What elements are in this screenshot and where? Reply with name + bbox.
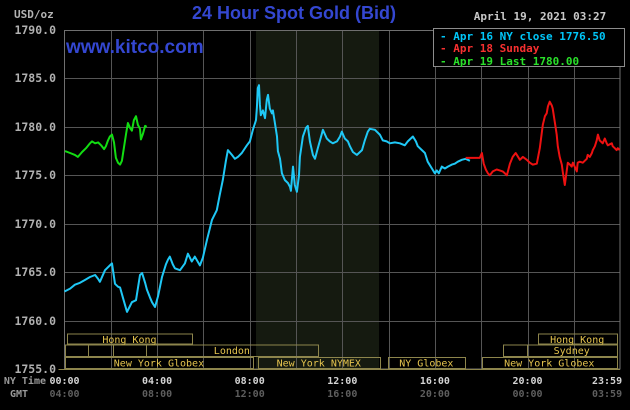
gmt-tick-label: 08:00: [142, 389, 173, 400]
session-label: NY Globex: [399, 359, 453, 370]
session-box: [88, 344, 114, 357]
y-tick-label: 1790.0: [14, 23, 56, 37]
y-tick-label: 1765.0: [14, 265, 56, 280]
gridlines: [64, 30, 621, 369]
session-box: Hong Kong: [67, 333, 193, 346]
price-line-apr19: [64, 115, 148, 166]
ny-tick-label: 23:59: [591, 376, 623, 387]
nymex-session-band: [255, 31, 379, 369]
gmt-tick-label: 20:00: [419, 389, 450, 400]
y-tick-label: 1770.0: [14, 216, 56, 231]
chart-timestamp: April 19, 2021 03:27: [473, 10, 607, 23]
y-tick-label: 1755.0: [14, 361, 56, 376]
y-tick-label: 1780.0: [14, 119, 56, 134]
price-line-apr16: [64, 84, 471, 313]
session-label: New York Globex: [504, 359, 594, 370]
y-axis-units-label: USD/oz: [14, 8, 54, 21]
gmt-tick-label: 16:00: [327, 389, 358, 400]
page-title: 24 Hour Spot Gold (Bid): [192, 3, 396, 23]
y-tick-label: 1785.0: [14, 71, 56, 86]
ny-tick-label: 00:00: [49, 376, 80, 387]
session-label: London: [214, 346, 250, 357]
session-box: Hong Kong: [538, 333, 618, 346]
legend-item: - Apr 18 Sunday: [440, 42, 540, 56]
session-label: Hong Kong: [550, 335, 604, 346]
ny-tick-label: 16:00: [419, 376, 450, 387]
session-label: New York Globex: [114, 359, 204, 370]
gmt-row-label: GMT: [9, 389, 29, 400]
gmt-tick-label: 04:00: [49, 389, 80, 400]
session-box: London: [146, 344, 319, 357]
session-box: New York NYMEX: [258, 357, 381, 370]
gmt-tick-label: 12:00: [234, 389, 265, 400]
kitco-watermark: www.kitco.com: [66, 37, 204, 58]
ny-tick-label: 12:00: [327, 376, 358, 387]
y-tick-label: 1775.0: [14, 168, 56, 183]
session-boxes: Hong Kong Hong Kong London Sydney New York G…: [65, 333, 618, 370]
gmt-tick-label: 03:59: [591, 389, 623, 400]
legend-box: - Apr 16 NY close 1776.50- Apr 18 Sunday…: [433, 28, 625, 68]
legend-item: - Apr 19 Last 1780.00: [440, 54, 580, 68]
session-label: Hong Kong: [102, 335, 156, 346]
y-tick-label: 1760.0: [14, 313, 56, 328]
session-box: Sydney: [527, 344, 618, 357]
session-box: NY Globex: [388, 357, 466, 370]
ny-time-row-label: NY Time: [3, 376, 46, 387]
gmt-tick-label: 00:00: [512, 389, 543, 400]
ny-tick-label: 20:00: [512, 376, 543, 387]
ny-tick-label: 04:00: [142, 376, 173, 387]
legend-item: - Apr 16 NY close 1776.50: [440, 30, 606, 43]
session-box: [503, 344, 528, 357]
price-line-apr18: [465, 100, 621, 186]
session-box: [113, 344, 147, 357]
ny-tick-label: 08:00: [234, 376, 265, 387]
session-label: Sydney: [554, 346, 590, 357]
session-box: New York Globex: [65, 357, 254, 370]
session-label: New York NYMEX: [277, 359, 361, 370]
session-box: [65, 344, 89, 357]
session-box: New York Globex: [482, 357, 618, 370]
